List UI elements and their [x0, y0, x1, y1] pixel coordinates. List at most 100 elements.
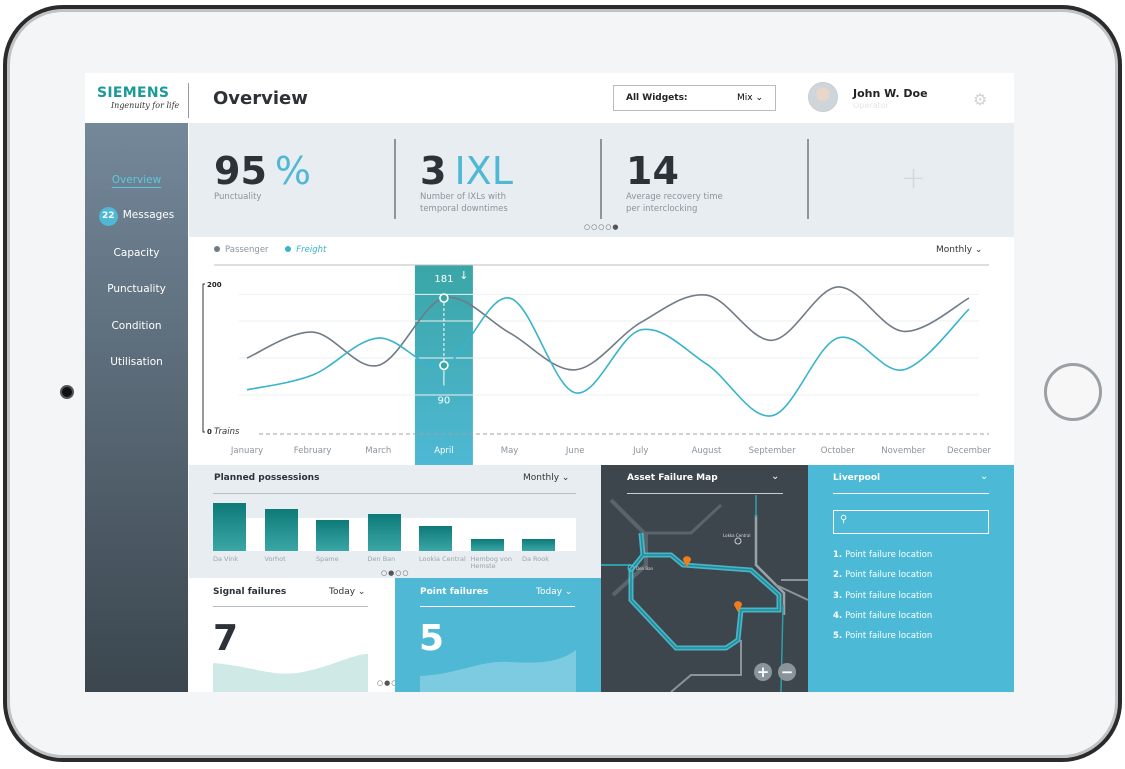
sidebar-item-messages[interactable]: 22 Messages: [85, 207, 188, 226]
siemens-logo: SIEMENS Ingenuity for life: [85, 73, 188, 123]
sidebar-item-label: Messages: [122, 209, 175, 221]
x-tick-label: November: [881, 446, 926, 456]
line-chart-svg: 200 0 Trains 181 90 ↓ January February March Apri…: [202, 264, 992, 465]
highlight-point: [439, 293, 449, 303]
period-value: Today: [329, 587, 356, 597]
pager-dots[interactable]: ○●○○: [381, 569, 410, 577]
legend-passenger[interactable]: Passenger: [214, 245, 269, 255]
divider: [188, 83, 189, 118]
x-tick-label: December: [947, 446, 992, 456]
divider: [600, 139, 602, 219]
x-tick-label: July: [632, 446, 648, 456]
x-tick-label: May: [501, 446, 519, 456]
kpi-ixl[interactable]: 3 IXL Number of IXLs with temporal downtim…: [420, 151, 530, 215]
logo-text: SIEMENS: [97, 85, 170, 101]
divider: [627, 493, 783, 494]
divider: [833, 493, 989, 494]
zoom-out-button[interactable]: −: [778, 663, 796, 681]
bar-label: Lookia Central: [419, 555, 466, 563]
bar-3[interactable]: [367, 514, 401, 551]
pager-dots[interactable]: ○●○○○: [377, 679, 413, 687]
sidebar-item-capacity[interactable]: Capacity: [113, 247, 160, 259]
highlight-upper-value: 181: [434, 274, 453, 285]
list-item[interactable]: 5. Point failure location: [833, 631, 933, 641]
railway-map[interactable]: Lokka Central Den Ban: [601, 465, 808, 692]
x-tick-label: January: [230, 446, 263, 456]
map-station-label: Den Ban: [636, 566, 654, 571]
x-tick-label: April: [434, 446, 453, 456]
legend-label: Freight: [296, 245, 327, 255]
asset-failure-map-widget: Lokka Central Den Ban Asset Failure Map …: [601, 465, 808, 692]
chevron-down-icon[interactable]: ⌄: [771, 471, 780, 482]
divider: [213, 493, 576, 494]
kpi-recovery[interactable]: 14 Average recovery time per interclockin…: [626, 151, 736, 215]
list-item-label: Point failure location: [845, 611, 933, 621]
widget-title: Point failures: [420, 587, 489, 597]
location-search-input[interactable]: ⚲: [833, 510, 989, 534]
list-item[interactable]: 4. Point failure location: [833, 611, 933, 621]
divider: [420, 606, 575, 607]
period-select[interactable]: Monthly ⌄: [936, 245, 982, 255]
bar-1[interactable]: [264, 508, 298, 551]
kpi-unit: IXL: [454, 149, 513, 193]
widget-title: Planned possessions: [214, 473, 320, 483]
bar-0[interactable]: [213, 503, 246, 551]
widgets-value: Mix: [736, 93, 753, 103]
signal-sparkline: [213, 654, 368, 692]
bar-label: Vorhot: [264, 555, 286, 563]
bar-label: Da Rook: [522, 555, 549, 563]
legend-label: Passenger: [225, 245, 269, 255]
location-select[interactable]: Liverpool: [833, 473, 881, 483]
point-failures-widget: Point failures Today ⌄ 5: [395, 578, 601, 692]
search-icon: ⚲: [840, 514, 848, 525]
list-item[interactable]: 1. Point failure location: [833, 550, 933, 560]
x-tick-label: October: [821, 446, 856, 456]
chart-legend: Passenger Freight: [214, 245, 326, 255]
chevron-down-icon[interactable]: ⌄: [980, 471, 989, 482]
period-select[interactable]: Today ⌄: [536, 587, 572, 597]
legend-freight[interactable]: Freight: [285, 245, 326, 255]
kpi-unit: %: [274, 149, 311, 193]
divider: [394, 139, 396, 219]
user-name: John W. Doe: [853, 87, 928, 100]
chevron-down-icon: ⌄: [357, 587, 366, 597]
dashboard: SIEMENS Ingenuity for life Overview All …: [85, 73, 1014, 692]
widgets-select[interactable]: All Widgets: Mix ⌄: [613, 85, 776, 111]
gear-icon[interactable]: ⚙: [973, 90, 988, 109]
sidebar: Overview 22 Messages Capacity Punctuality…: [85, 123, 188, 692]
period-value: Today: [536, 587, 563, 597]
kpi-punctuality[interactable]: 95% Punctuality: [214, 151, 324, 203]
bar-4[interactable]: [419, 526, 452, 551]
add-widget-plus-icon[interactable]: +: [901, 161, 927, 196]
sidebar-item-punctuality[interactable]: Punctuality: [107, 283, 166, 295]
bar-label: Spame: [316, 555, 339, 563]
chevron-down-icon: ⌄: [564, 587, 573, 597]
kpi-value: 3: [420, 149, 447, 193]
list-item[interactable]: 3. Point failure location: [833, 591, 933, 601]
bar-5[interactable]: [470, 538, 504, 551]
bar-2[interactable]: [316, 519, 349, 551]
kpi-label: Number of IXLs with temporal downtimes: [420, 192, 508, 214]
location-widget: Liverpool ⌄ ⚲ 1. Point failure location 2…: [808, 465, 1014, 692]
avatar[interactable]: [808, 82, 838, 112]
sidebar-item-overview[interactable]: Overview: [111, 174, 162, 186]
point-failures-count: 5: [419, 618, 445, 659]
messages-badge: 22: [98, 207, 118, 226]
home-button[interactable]: [1044, 363, 1102, 421]
sidebar-item-utilisation[interactable]: Utilisation: [110, 356, 163, 368]
period-select[interactable]: Today ⌄: [329, 587, 365, 597]
list-item[interactable]: 2. Point failure location: [833, 570, 933, 580]
map-station-label: Lokka Central: [723, 533, 750, 538]
highlight-point: [439, 360, 449, 371]
x-tick-label: August: [692, 446, 722, 456]
period-select[interactable]: Monthly ⌄: [523, 473, 569, 483]
pager-dots[interactable]: ○○○○●: [584, 223, 620, 231]
highlight-lower-value: 90: [438, 395, 451, 406]
sidebar-item-condition[interactable]: Condition: [111, 320, 162, 332]
bar-6[interactable]: [522, 538, 555, 551]
signal-failures-widget: Signal failures Today ⌄ 7 ○●○○○: [189, 578, 412, 692]
chevron-down-icon: ⌄: [561, 473, 570, 483]
zoom-in-button[interactable]: +: [754, 663, 772, 681]
signal-failures-count: 7: [213, 618, 239, 659]
x-tick-label: February: [294, 446, 332, 456]
